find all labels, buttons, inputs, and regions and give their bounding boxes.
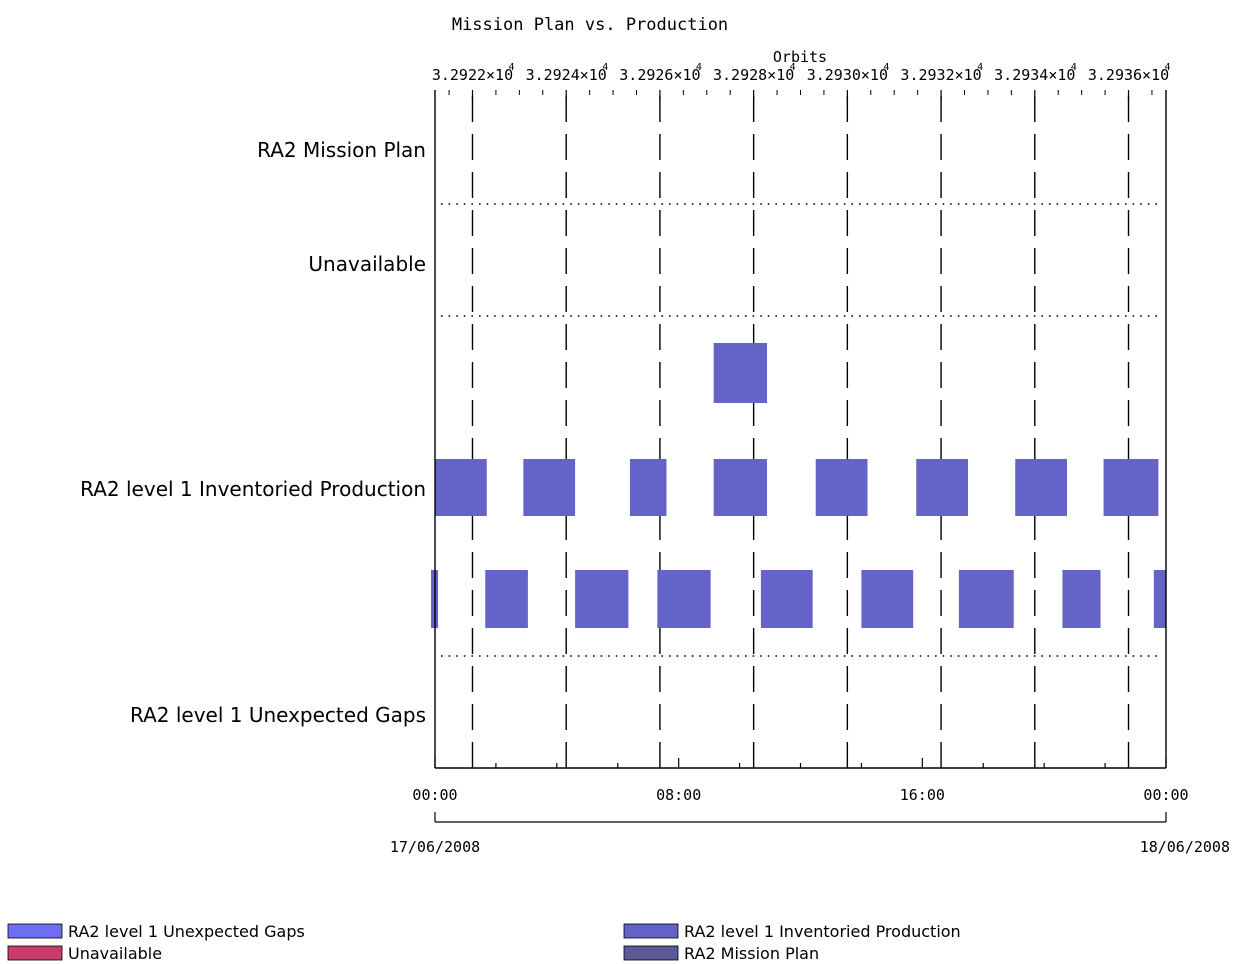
production-bar-1 <box>435 459 487 516</box>
legend-label-0: RA2 level 1 Unexpected Gaps <box>68 922 305 941</box>
top-tick-exponent-0: 4 <box>508 62 514 73</box>
legend-label-3: RA2 Mission Plan <box>684 944 819 963</box>
plot-area: 3.2922×104 3.2924×104 3.2926×104 3.2928×104… <box>7 62 1230 963</box>
bottom-tick-label-0: 00:00 <box>412 786 457 804</box>
row-label-1: Unavailable <box>308 252 426 276</box>
date-label-0: 17/06/2008 <box>390 838 480 856</box>
production-bar-13 <box>760 570 813 628</box>
top-tick-label-4: 3.2930×10 <box>807 66 888 84</box>
bottom-tick-label-1: 08:00 <box>656 786 701 804</box>
top-tick-label-0: 3.2922×10 <box>432 66 513 84</box>
bottom-tick-label-2: 16:00 <box>900 786 945 804</box>
top-tick-exponent-2: 4 <box>696 62 702 73</box>
chart-title: Mission Plan vs. Production <box>452 15 728 35</box>
production-bar-17 <box>1153 570 1166 628</box>
production-bar-16 <box>1062 570 1101 628</box>
production-bar-5 <box>815 459 868 516</box>
production-bar-6 <box>916 459 969 516</box>
row-label-3: RA2 level 1 Unexpected Gaps <box>130 703 426 727</box>
date-label-1: 18/06/2008 <box>1140 838 1230 856</box>
production-bar-14 <box>861 570 914 628</box>
production-bar-2 <box>523 459 576 516</box>
bottom-tick-label-3: 00:00 <box>1143 786 1188 804</box>
production-bar-12 <box>657 570 711 628</box>
top-axis-label: Orbits <box>773 48 827 66</box>
production-bar-8 <box>1103 459 1159 516</box>
row-label-0: RA2 Mission Plan <box>257 138 426 162</box>
production-bar-11 <box>575 570 629 628</box>
row-label-2: RA2 level 1 Inventoried Production <box>80 477 426 501</box>
top-tick-label-5: 3.2932×10 <box>900 66 981 84</box>
legend-swatch-0 <box>7 923 63 939</box>
top-tick-label-7: 3.2936×10 <box>1088 66 1169 84</box>
top-tick-label-2: 3.2926×10 <box>619 66 700 84</box>
top-tick-label-3: 3.2928×10 <box>713 66 794 84</box>
production-bar-0 <box>713 343 767 403</box>
top-tick-label-1: 3.2924×10 <box>526 66 607 84</box>
legend-label-2: RA2 level 1 Inventoried Production <box>684 922 961 941</box>
legend-swatch-1 <box>7 945 63 961</box>
legend-label-1: Unavailable <box>68 944 162 963</box>
top-tick-exponent-7: 4 <box>1165 62 1171 73</box>
top-tick-exponent-3: 4 <box>790 62 796 73</box>
top-tick-exponent-6: 4 <box>1071 62 1077 73</box>
top-tick-label-6: 3.2934×10 <box>994 66 1075 84</box>
production-bar-3 <box>629 459 667 516</box>
production-bar-4 <box>713 459 767 516</box>
top-tick-exponent-1: 4 <box>602 62 608 73</box>
legend-swatch-3 <box>623 945 679 961</box>
top-tick-exponent-5: 4 <box>977 62 983 73</box>
production-bar-15 <box>958 570 1014 628</box>
production-bar-7 <box>1015 459 1068 516</box>
legend-swatch-2 <box>623 923 679 939</box>
top-tick-exponent-4: 4 <box>883 62 889 73</box>
production-bar-10 <box>485 570 528 628</box>
